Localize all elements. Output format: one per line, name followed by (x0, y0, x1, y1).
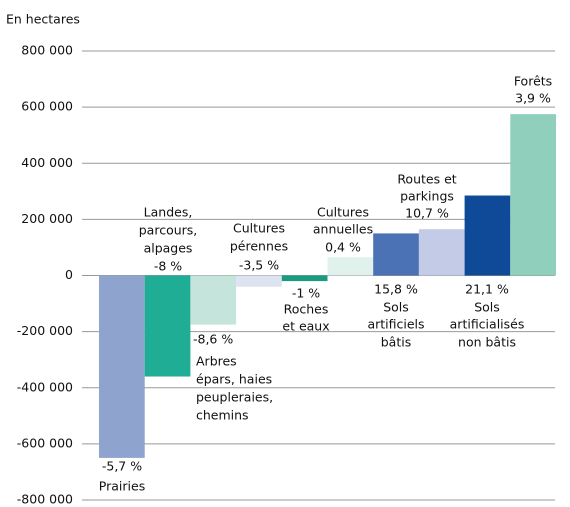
bar (144, 275, 191, 377)
category-label: Roches (284, 302, 329, 317)
bar (99, 275, 145, 458)
bar (464, 195, 511, 276)
bar (510, 114, 556, 276)
y-tick-label: -400 000 (17, 379, 73, 394)
bar (236, 275, 282, 287)
category-label: Routes et (397, 172, 456, 187)
y-tick-label: 800 000 (21, 43, 73, 58)
change-label: 3,9 % (515, 91, 551, 106)
category-label: alpages (144, 241, 193, 256)
category-label: et eaux (282, 319, 329, 334)
category-label: Forêts (514, 74, 552, 89)
category-label: artificialisés (450, 317, 525, 332)
category-label: non bâtis (458, 335, 516, 350)
category-label: Arbres (196, 354, 237, 369)
change-label: 0,4 % (325, 240, 361, 255)
category-label: chemins (196, 408, 249, 423)
change-label: -1 % (292, 286, 320, 301)
category-label: Sols (383, 300, 409, 315)
y-tick-label: 600 000 (21, 99, 73, 114)
category-label: Landes, (144, 205, 193, 220)
y-axis-label: En hectares (6, 12, 80, 27)
bar (190, 275, 237, 325)
y-tick-label: 400 000 (21, 155, 73, 170)
category-label: Sols (474, 300, 500, 315)
change-label: 15,8 % (374, 282, 418, 297)
category-label: artificiels (367, 317, 424, 332)
category-label: parcours, (139, 223, 198, 238)
change-label: -5,7 % (102, 459, 142, 474)
bar (327, 257, 374, 276)
change-label: -8 % (154, 259, 182, 274)
bar (281, 275, 328, 282)
y-tick-label: -800 000 (17, 492, 73, 507)
change-label: -8,6 % (193, 332, 233, 347)
bar (418, 229, 465, 276)
category-label: parkings (400, 189, 454, 204)
category-label: Cultures (233, 221, 285, 236)
category-label: bâtis (381, 335, 411, 350)
category-label: annuelles (313, 222, 373, 237)
bar (373, 233, 419, 276)
category-label: Cultures (317, 205, 369, 220)
category-label: épars, haies (196, 372, 272, 387)
change-label: -3,5 % (239, 258, 279, 273)
y-tick-label: -600 000 (17, 435, 73, 450)
y-tick-label: 200 000 (21, 211, 73, 226)
y-tick-label: 0 (65, 267, 73, 282)
category-label: pérennes (230, 239, 288, 254)
category-label: peupleraies, (196, 390, 273, 405)
y-tick-label: -200 000 (17, 323, 73, 338)
change-label: 10,7 % (405, 206, 449, 221)
category-label: Prairies (99, 479, 145, 494)
change-label: 21,1 % (465, 282, 509, 297)
